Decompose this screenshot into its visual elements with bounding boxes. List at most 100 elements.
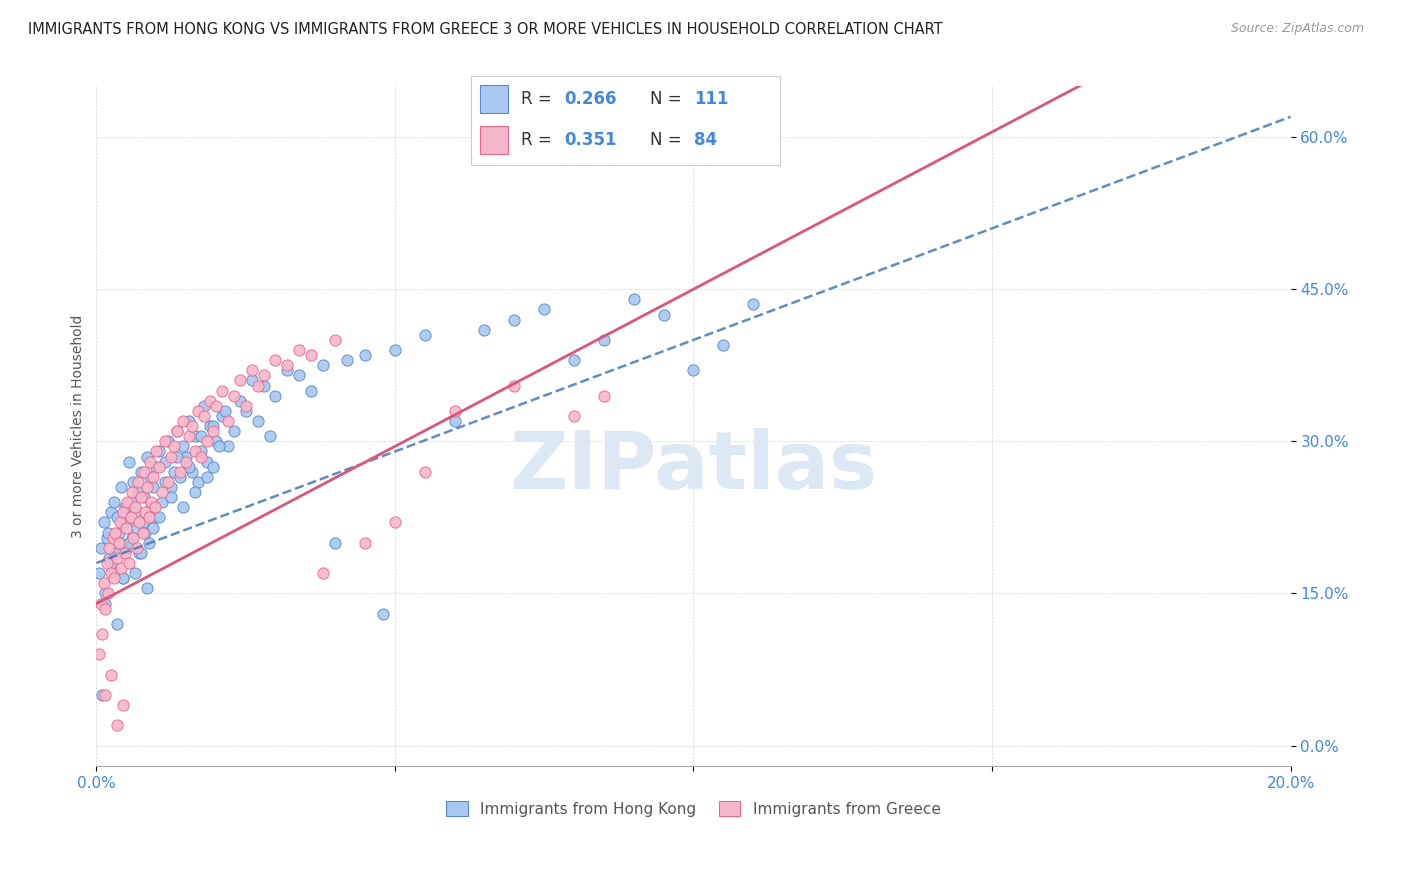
Point (150, 495, 173, 509)
Point (134, 505, 156, 519)
Point (110, 535, 132, 549)
Point (121, 485, 143, 500)
Point (112, 505, 135, 519)
Point (125, 541, 148, 555)
Point (105, 551, 128, 566)
Point (195, 470, 218, 484)
Point (100, 566, 122, 581)
Point (187, 475, 209, 489)
Point (323, 333, 346, 347)
Point (105, 510, 128, 524)
Point (211, 384, 233, 398)
Text: R =: R = (520, 90, 557, 108)
Text: 0.351: 0.351 (564, 131, 616, 149)
Point (138, 535, 160, 549)
Point (204, 399, 226, 413)
Point (100, 556, 122, 570)
Point (148, 510, 170, 524)
Point (127, 485, 149, 500)
Point (128, 516, 150, 530)
Point (148, 459, 170, 474)
Point (132, 516, 155, 530)
Point (204, 434, 226, 449)
Point (138, 510, 160, 524)
Point (288, 343, 311, 357)
Point (177, 414, 200, 428)
Point (98, 551, 121, 566)
Point (177, 429, 200, 443)
Point (103, 571, 125, 585)
Point (136, 450, 159, 464)
Point (201, 424, 224, 438)
Point (96, 556, 118, 570)
Point (172, 439, 194, 453)
Point (217, 414, 239, 428)
Point (117, 541, 139, 555)
Point (443, 404, 465, 418)
Point (288, 368, 311, 383)
Point (118, 556, 141, 570)
Point (93, 516, 115, 530)
Point (97, 586, 120, 600)
Point (139, 455, 162, 469)
Point (120, 510, 142, 524)
Point (114, 500, 136, 515)
Point (150, 485, 173, 500)
Point (134, 525, 156, 540)
Point (112, 571, 135, 585)
Point (94, 601, 117, 615)
Point (240, 374, 263, 388)
Point (193, 409, 215, 423)
Point (276, 363, 298, 377)
Point (121, 531, 143, 545)
Point (474, 323, 496, 337)
Point (177, 459, 200, 474)
Point (97, 525, 120, 540)
Point (128, 546, 150, 560)
Point (124, 566, 146, 581)
Point (198, 393, 221, 408)
Point (593, 389, 616, 403)
Point (166, 424, 188, 438)
Point (259, 429, 281, 443)
Point (163, 465, 186, 479)
Point (136, 480, 159, 494)
Point (105, 616, 128, 631)
Point (184, 485, 207, 500)
Point (172, 500, 194, 515)
Point (190, 450, 212, 464)
Point (142, 520, 165, 534)
Point (240, 363, 263, 377)
Point (222, 389, 245, 403)
Point (127, 475, 149, 489)
Point (652, 308, 675, 322)
Point (100, 505, 122, 519)
Point (299, 384, 322, 398)
Point (503, 378, 526, 392)
Point (711, 338, 734, 352)
Text: ZIPatlas: ZIPatlas (509, 428, 877, 506)
Point (91, 688, 114, 702)
Point (172, 414, 194, 428)
Point (190, 429, 212, 443)
Point (187, 404, 209, 418)
Point (110, 561, 132, 575)
Point (118, 535, 141, 549)
Point (118, 455, 141, 469)
Point (148, 444, 170, 458)
Point (103, 495, 125, 509)
Point (214, 404, 236, 418)
Point (246, 378, 269, 392)
Point (160, 490, 183, 504)
Point (166, 424, 188, 438)
Point (208, 439, 231, 453)
Point (105, 718, 128, 732)
Point (384, 516, 406, 530)
Point (98, 541, 121, 555)
Point (141, 500, 163, 515)
Point (623, 293, 645, 307)
Point (354, 535, 377, 549)
Point (93, 576, 115, 591)
Point (143, 500, 166, 515)
Point (163, 439, 186, 453)
